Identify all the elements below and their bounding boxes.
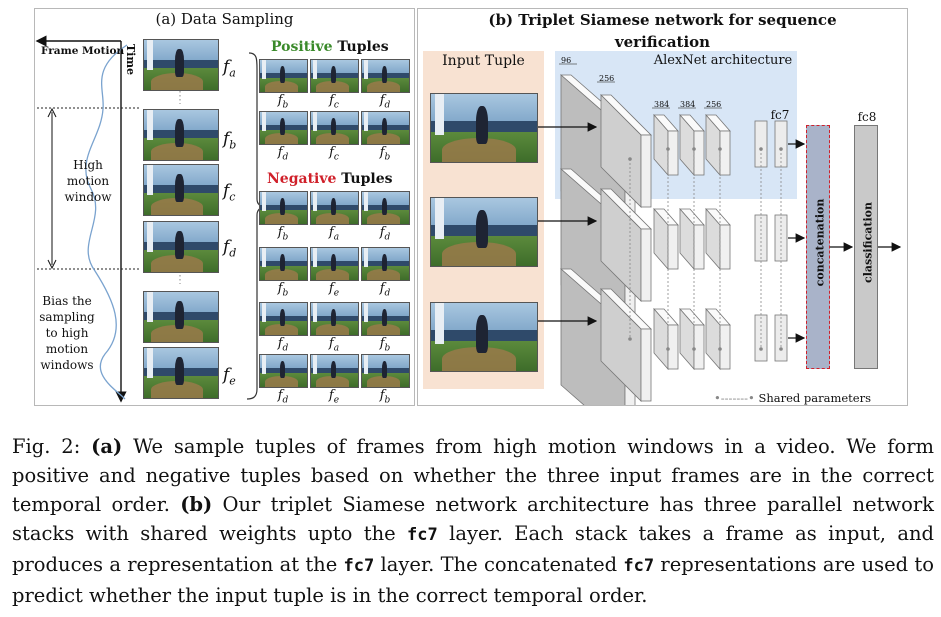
conv3-layer (653, 113, 679, 177)
tuple-frame-label: fb (379, 388, 391, 406)
tuple-frame-label: fd (277, 336, 289, 354)
conv3-layer (653, 207, 679, 271)
tuple-frame-label: fc (329, 93, 339, 111)
concatenation-layer: concatenation (806, 125, 830, 369)
tuple-frame-label: fb (277, 225, 289, 243)
input-frame (430, 93, 538, 163)
panel-data-sampling: (a) Data Sampling Frame Motion Time High… (34, 8, 415, 406)
conv4-layer (679, 307, 705, 371)
fc7-layer (774, 120, 788, 168)
conv4-layer (679, 207, 705, 271)
frame-label: fe (223, 365, 236, 388)
tuple-frame (361, 247, 410, 281)
time-label: Time (124, 43, 138, 76)
tuple-frame (310, 354, 359, 388)
conv2-layer (600, 94, 652, 208)
tuple-frame-label: fb (379, 336, 391, 354)
tuple-frame (361, 59, 410, 93)
conv2-layer (600, 288, 652, 402)
conv2-layer (600, 188, 652, 302)
bias-label: Bias the sampling to high motion windows (39, 294, 95, 372)
video-frame (143, 221, 219, 273)
video-frame (143, 164, 219, 216)
tuple-frame (310, 59, 359, 93)
tuple-frame-label: fa (328, 336, 340, 354)
tuple-frame-label: fc (329, 145, 339, 163)
tuple-frame (259, 247, 308, 281)
panel-siamese-network: (b) Triplet Siamese network for sequence… (417, 8, 908, 406)
fc8-label: fc8 (857, 110, 877, 124)
tuple-frame (259, 302, 308, 336)
concatenation-label: concatenation (813, 198, 827, 287)
positive-tuples-heading: Positive Tuples (271, 39, 389, 55)
tuple-frame-label: fd (379, 281, 391, 299)
tuple-frame-label: fa (328, 225, 340, 243)
frame-label: fc (223, 181, 236, 204)
alexnet-label: AlexNet architecture (653, 53, 793, 68)
video-frame (143, 291, 219, 343)
input-frame (430, 302, 538, 372)
frame-motion-label: Frame Motion (41, 45, 125, 57)
panel-a-title: (a) Data Sampling (155, 10, 294, 28)
tuple-frame (259, 354, 308, 388)
tuple-frame (259, 191, 308, 225)
motion-curve (85, 44, 128, 400)
video-frame (143, 39, 219, 91)
tuple-frame (310, 111, 359, 145)
fc7-label: fc7 (770, 108, 790, 122)
fc6-layer (754, 120, 768, 168)
tuple-frame (310, 247, 359, 281)
video-frame (143, 109, 219, 161)
tuple-frame-label: fb (379, 145, 391, 163)
tuple-frame (310, 302, 359, 336)
layer-size-label: 256 (599, 74, 615, 83)
classification-layer: classification (854, 125, 878, 369)
layer-size-label: 384 (680, 100, 696, 109)
panel-b-title-line2: verification (614, 33, 711, 51)
layer-size-label: 384 (654, 100, 670, 109)
tuple-frame-label: fd (277, 145, 289, 163)
tuple-frame-label: fd (379, 225, 391, 243)
tuple-frame (310, 191, 359, 225)
tuple-frame (259, 111, 308, 145)
network-diagram (536, 63, 902, 405)
layer-size-label: 256 (706, 100, 722, 109)
tuple-frame (259, 59, 308, 93)
high-motion-label: High motion window (64, 158, 112, 204)
motion-diagram (35, 35, 268, 403)
conv5-layer (705, 113, 731, 177)
figure-caption: Fig. 2: (a) We sample tuples of frames f… (12, 435, 934, 607)
tuple-frame-label: fd (379, 93, 391, 111)
tuple-frame-label: fd (277, 388, 289, 406)
tuple-frame-label: fe (328, 281, 340, 299)
video-frame (143, 347, 219, 399)
frame-label: fb (223, 129, 237, 152)
negative-tuples-heading: Negative Tuples (267, 171, 393, 187)
tuple-frame-label: fb (277, 93, 289, 111)
conv4-layer (679, 113, 705, 177)
input-tuple-label: Input Tuple (442, 53, 525, 69)
classification-label: classification (861, 202, 875, 283)
tuple-frame (361, 111, 410, 145)
layer-size-label: 96 (561, 56, 572, 65)
frame-label: fa (223, 57, 236, 80)
conv5-layer (705, 307, 731, 371)
conv3-layer (653, 307, 679, 371)
tuple-frame (361, 191, 410, 225)
tuple-frame (361, 354, 410, 388)
tuple-frame-label: fe (328, 388, 340, 406)
frame-label: fd (223, 237, 237, 260)
tuple-frame-label: fb (277, 281, 289, 299)
panel-b-title-line1: (b) Triplet Siamese network for sequence (488, 11, 837, 29)
input-frame (430, 197, 538, 267)
conv5-layer (705, 207, 731, 271)
tuple-frame (361, 302, 410, 336)
shared-parameters-label: •-------• Shared parameters (714, 391, 872, 405)
